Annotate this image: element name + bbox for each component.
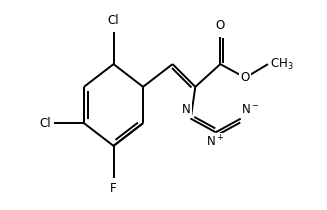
Text: Cl: Cl bbox=[108, 14, 119, 27]
Text: N$^+$: N$^+$ bbox=[206, 135, 225, 150]
Text: O: O bbox=[216, 19, 225, 32]
Text: N: N bbox=[182, 103, 191, 116]
Text: O: O bbox=[241, 71, 250, 84]
Text: CH$_3$: CH$_3$ bbox=[270, 56, 294, 72]
Text: Cl: Cl bbox=[40, 117, 51, 130]
Text: N$^-$: N$^-$ bbox=[241, 103, 259, 116]
Text: F: F bbox=[110, 182, 117, 195]
